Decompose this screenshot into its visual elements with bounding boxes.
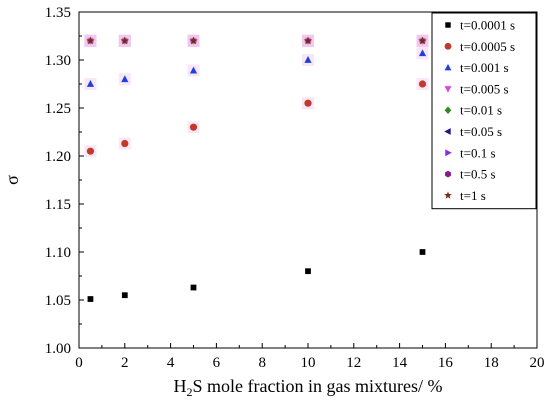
data-point (418, 80, 427, 88)
legend-entry: t=0.001 s (460, 60, 509, 75)
x-tick-label: 20 (530, 355, 545, 371)
series-8 (84, 34, 429, 47)
x-tick-label: 2 (121, 355, 129, 371)
y-axis: 1.00 1.05 1.10 1.15 1.20 1.25 1.30 1.35 (45, 5, 84, 357)
x-axis-title-rest: S mole fraction in gas mixtures/ % (193, 376, 443, 396)
series-6 (84, 34, 429, 47)
x-tick-label: 16 (438, 355, 454, 371)
legend-marker (444, 106, 452, 114)
legend-entry: t=0.0005 s (460, 39, 515, 54)
series-1 (84, 78, 429, 158)
legend-entry: t=0.0001 s (460, 18, 515, 33)
legend-marker (444, 128, 451, 135)
y-axis-title: σ (2, 175, 22, 185)
x-tick-label: 14 (392, 355, 408, 371)
data-point (418, 36, 427, 45)
series-4 (84, 34, 429, 47)
x-tick-label: 0 (75, 355, 83, 371)
y-tick-label: 1.05 (45, 293, 71, 309)
x-tick-label: 4 (167, 355, 175, 371)
series-0 (87, 249, 426, 302)
data-points (84, 34, 429, 302)
legend-marker (444, 42, 452, 50)
y-tick-label: 1.25 (45, 101, 71, 117)
x-axis: 0 2 4 6 8 10 12 14 16 18 20 (75, 343, 545, 371)
series-2 (84, 47, 429, 90)
legend-marker (444, 63, 452, 71)
y-tick-label: 1.30 (45, 53, 71, 69)
x-tick-label: 10 (301, 355, 316, 371)
data-point (86, 36, 95, 45)
legend-entry: t=0.5 s (460, 167, 496, 182)
data-point (419, 249, 426, 255)
data-point (121, 75, 129, 83)
data-point (189, 36, 198, 45)
y-tick-label: 1.15 (45, 197, 71, 213)
data-point (189, 123, 198, 131)
x-axis-title-subscript: 2 (187, 385, 193, 399)
series-3 (84, 34, 429, 47)
data-point (304, 56, 312, 63)
x-tick-label: 12 (346, 355, 361, 371)
legend-marker (445, 149, 452, 157)
data-point (190, 284, 197, 291)
y-tick-label: 1.35 (45, 5, 71, 21)
data-point (121, 292, 128, 299)
data-point (305, 268, 311, 275)
x-tick-label: 8 (258, 355, 266, 371)
x-axis-title: H2S mole fraction in gas mixtures/ % (174, 376, 443, 399)
legend-entry: t=1 s (460, 188, 486, 203)
data-point (418, 49, 427, 57)
legend-entry: t=0.005 s (460, 81, 509, 96)
data-point (121, 139, 129, 148)
legend-entry: t=0.01 s (460, 103, 502, 118)
legend: t=0.0001 s t=0.0005 s t=0.001 s t=0.005 s t=… (431, 12, 537, 210)
series-7 (84, 34, 429, 47)
data-point (87, 296, 94, 302)
legend-entry: t=0.1 s (460, 145, 496, 160)
data-point (189, 66, 198, 74)
legend-marker (444, 191, 452, 199)
data-point (120, 36, 129, 45)
y-tick-label: 1.10 (45, 245, 71, 261)
y-tick-label: 1.00 (45, 341, 71, 357)
x-tick-label: 18 (484, 355, 499, 371)
data-point (303, 36, 313, 45)
x-axis-title-main: H (174, 376, 187, 396)
legend-marker (445, 170, 451, 178)
legend-marker (445, 22, 451, 28)
y-tick-label: 1.20 (45, 149, 71, 165)
data-point (304, 99, 312, 107)
legend-entry: t=0.05 s (460, 124, 502, 139)
series-5 (84, 34, 429, 47)
x-tick-label: 6 (213, 355, 221, 371)
legend-marker (444, 86, 452, 93)
data-point (86, 80, 95, 87)
data-point (86, 147, 95, 155)
